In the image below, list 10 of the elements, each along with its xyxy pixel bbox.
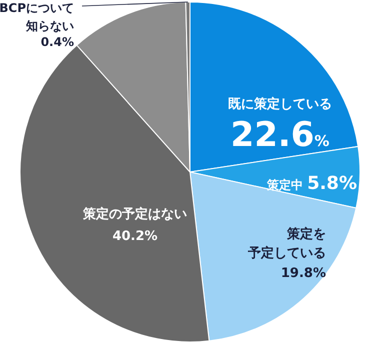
data-label: 22.6%	[230, 115, 330, 155]
slice-label: 策定の予定はない	[82, 206, 187, 222]
slice-label: 既に策定している	[228, 96, 332, 112]
slice-label: 策定中	[266, 178, 308, 192]
slice-label: BCPについて知らない	[0, 1, 74, 33]
slice-label: 策定を予定している	[247, 226, 326, 261]
data-label: 5.8%	[307, 173, 357, 194]
data-label: 19.8%	[280, 266, 326, 281]
data-label: 40.2%	[112, 229, 158, 244]
data-label: 0.4%	[40, 35, 74, 49]
